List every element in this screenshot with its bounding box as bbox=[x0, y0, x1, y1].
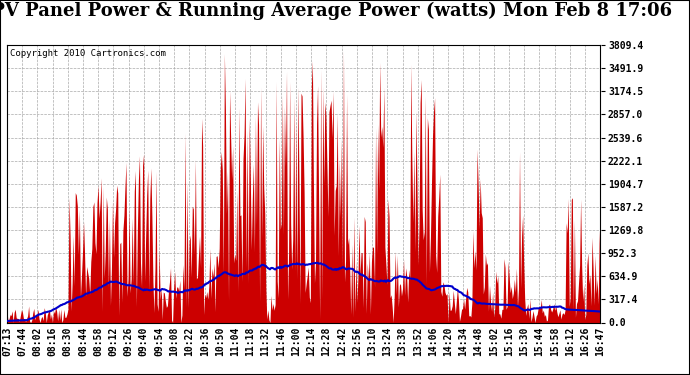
Text: 11:18: 11:18 bbox=[246, 326, 255, 356]
Text: 14:20: 14:20 bbox=[443, 326, 453, 356]
Text: 09:26: 09:26 bbox=[124, 326, 134, 356]
Text: 16:12: 16:12 bbox=[565, 326, 575, 356]
Text: 10:22: 10:22 bbox=[184, 326, 195, 356]
Text: 08:58: 08:58 bbox=[93, 326, 104, 356]
Text: 12:42: 12:42 bbox=[337, 326, 346, 356]
Text: 12:00: 12:00 bbox=[291, 326, 301, 356]
Text: 10:50: 10:50 bbox=[215, 326, 225, 356]
Text: 07:44: 07:44 bbox=[17, 326, 27, 356]
Text: 14:06: 14:06 bbox=[428, 326, 438, 356]
Text: 14:48: 14:48 bbox=[473, 326, 484, 356]
Text: 13:24: 13:24 bbox=[382, 326, 393, 356]
Text: 13:10: 13:10 bbox=[367, 326, 377, 356]
Text: 12:28: 12:28 bbox=[322, 326, 331, 356]
Text: 16:47: 16:47 bbox=[595, 326, 605, 356]
Text: 11:04: 11:04 bbox=[230, 326, 240, 356]
Text: 13:38: 13:38 bbox=[397, 326, 408, 356]
Text: 16:26: 16:26 bbox=[580, 326, 590, 356]
Text: 10:08: 10:08 bbox=[169, 326, 179, 356]
Text: 15:44: 15:44 bbox=[535, 326, 544, 356]
Text: 11:46: 11:46 bbox=[276, 326, 286, 356]
Text: 13:52: 13:52 bbox=[413, 326, 423, 356]
Text: Total PV Panel Power & Running Average Power (watts) Mon Feb 8 17:06: Total PV Panel Power & Running Average P… bbox=[0, 2, 672, 20]
Text: 08:16: 08:16 bbox=[48, 326, 57, 356]
Text: 10:36: 10:36 bbox=[199, 326, 210, 356]
Text: 11:32: 11:32 bbox=[261, 326, 270, 356]
Text: 08:30: 08:30 bbox=[63, 326, 72, 356]
Text: 08:44: 08:44 bbox=[78, 326, 88, 356]
Text: 14:34: 14:34 bbox=[458, 326, 469, 356]
Text: 15:16: 15:16 bbox=[504, 326, 514, 356]
Text: 15:58: 15:58 bbox=[550, 326, 560, 356]
Text: 09:12: 09:12 bbox=[108, 326, 119, 356]
Text: 12:56: 12:56 bbox=[352, 326, 362, 356]
Text: Copyright 2010 Cartronics.com: Copyright 2010 Cartronics.com bbox=[10, 49, 166, 58]
Text: 07:13: 07:13 bbox=[2, 326, 12, 356]
Text: 08:02: 08:02 bbox=[32, 326, 42, 356]
Text: 09:54: 09:54 bbox=[154, 326, 164, 356]
Text: 15:30: 15:30 bbox=[519, 326, 529, 356]
Text: 09:40: 09:40 bbox=[139, 326, 149, 356]
Text: 15:02: 15:02 bbox=[489, 326, 499, 356]
Text: 12:14: 12:14 bbox=[306, 326, 316, 356]
